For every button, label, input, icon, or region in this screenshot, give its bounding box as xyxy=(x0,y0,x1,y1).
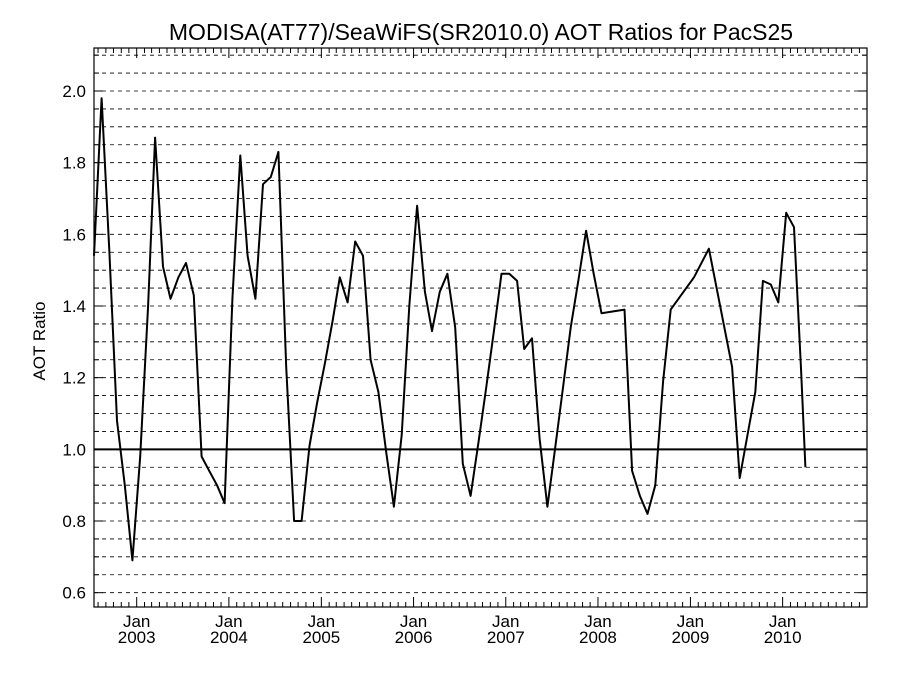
x-tick-year-label: 2004 xyxy=(210,628,248,647)
x-tick-month-label: Jan xyxy=(215,612,242,631)
y-tick-label: 1.2 xyxy=(62,369,86,388)
x-tick-month-label: Jan xyxy=(584,612,611,631)
x-tick-month-label: Jan xyxy=(123,612,150,631)
y-axis: 0.6 0.8 1.0 1.2 1.4 1.6 1.8 2.0 xyxy=(62,54,867,603)
x-tick-month-label: Jan xyxy=(677,612,704,631)
y-tick-label: 1.4 xyxy=(62,297,86,316)
y-axis-label: AOT Ratio xyxy=(30,301,49,380)
x-tick-year-label: 2006 xyxy=(395,628,433,647)
x-tick-year-label: 2010 xyxy=(764,628,802,647)
x-tick-month-label: Jan xyxy=(492,612,519,631)
y-tick-label: 1.6 xyxy=(62,225,86,244)
series-line xyxy=(93,97,807,562)
plot-frame xyxy=(93,47,868,608)
x-tick-year-label: 2009 xyxy=(672,628,710,647)
x-tick-month-label: Jan xyxy=(308,612,335,631)
x-tick-year-label: 2003 xyxy=(118,628,156,647)
x-tick-month-label: Jan xyxy=(769,612,796,631)
chart-title: MODISA(AT77)/SeaWiFS(SR2010.0) AOT Ratio… xyxy=(169,19,793,45)
x-axis: Jan2003Jan2004Jan2005Jan2006Jan2007Jan20… xyxy=(97,48,868,647)
x-tick-month-label: Jan xyxy=(400,612,427,631)
y-tick-label: 0.8 xyxy=(62,512,86,531)
x-tick-year-label: 2007 xyxy=(487,628,525,647)
x-tick-year-label: 2008 xyxy=(579,628,617,647)
grid-layer xyxy=(94,54,867,594)
y-tick-label: 0.6 xyxy=(62,584,86,603)
series-layer xyxy=(93,97,807,562)
y-tick-label: 1.8 xyxy=(62,154,86,173)
y-tick-label: 2.0 xyxy=(62,82,86,101)
y-tick-label: 1.0 xyxy=(62,440,86,459)
x-tick-year-label: 2005 xyxy=(302,628,340,647)
